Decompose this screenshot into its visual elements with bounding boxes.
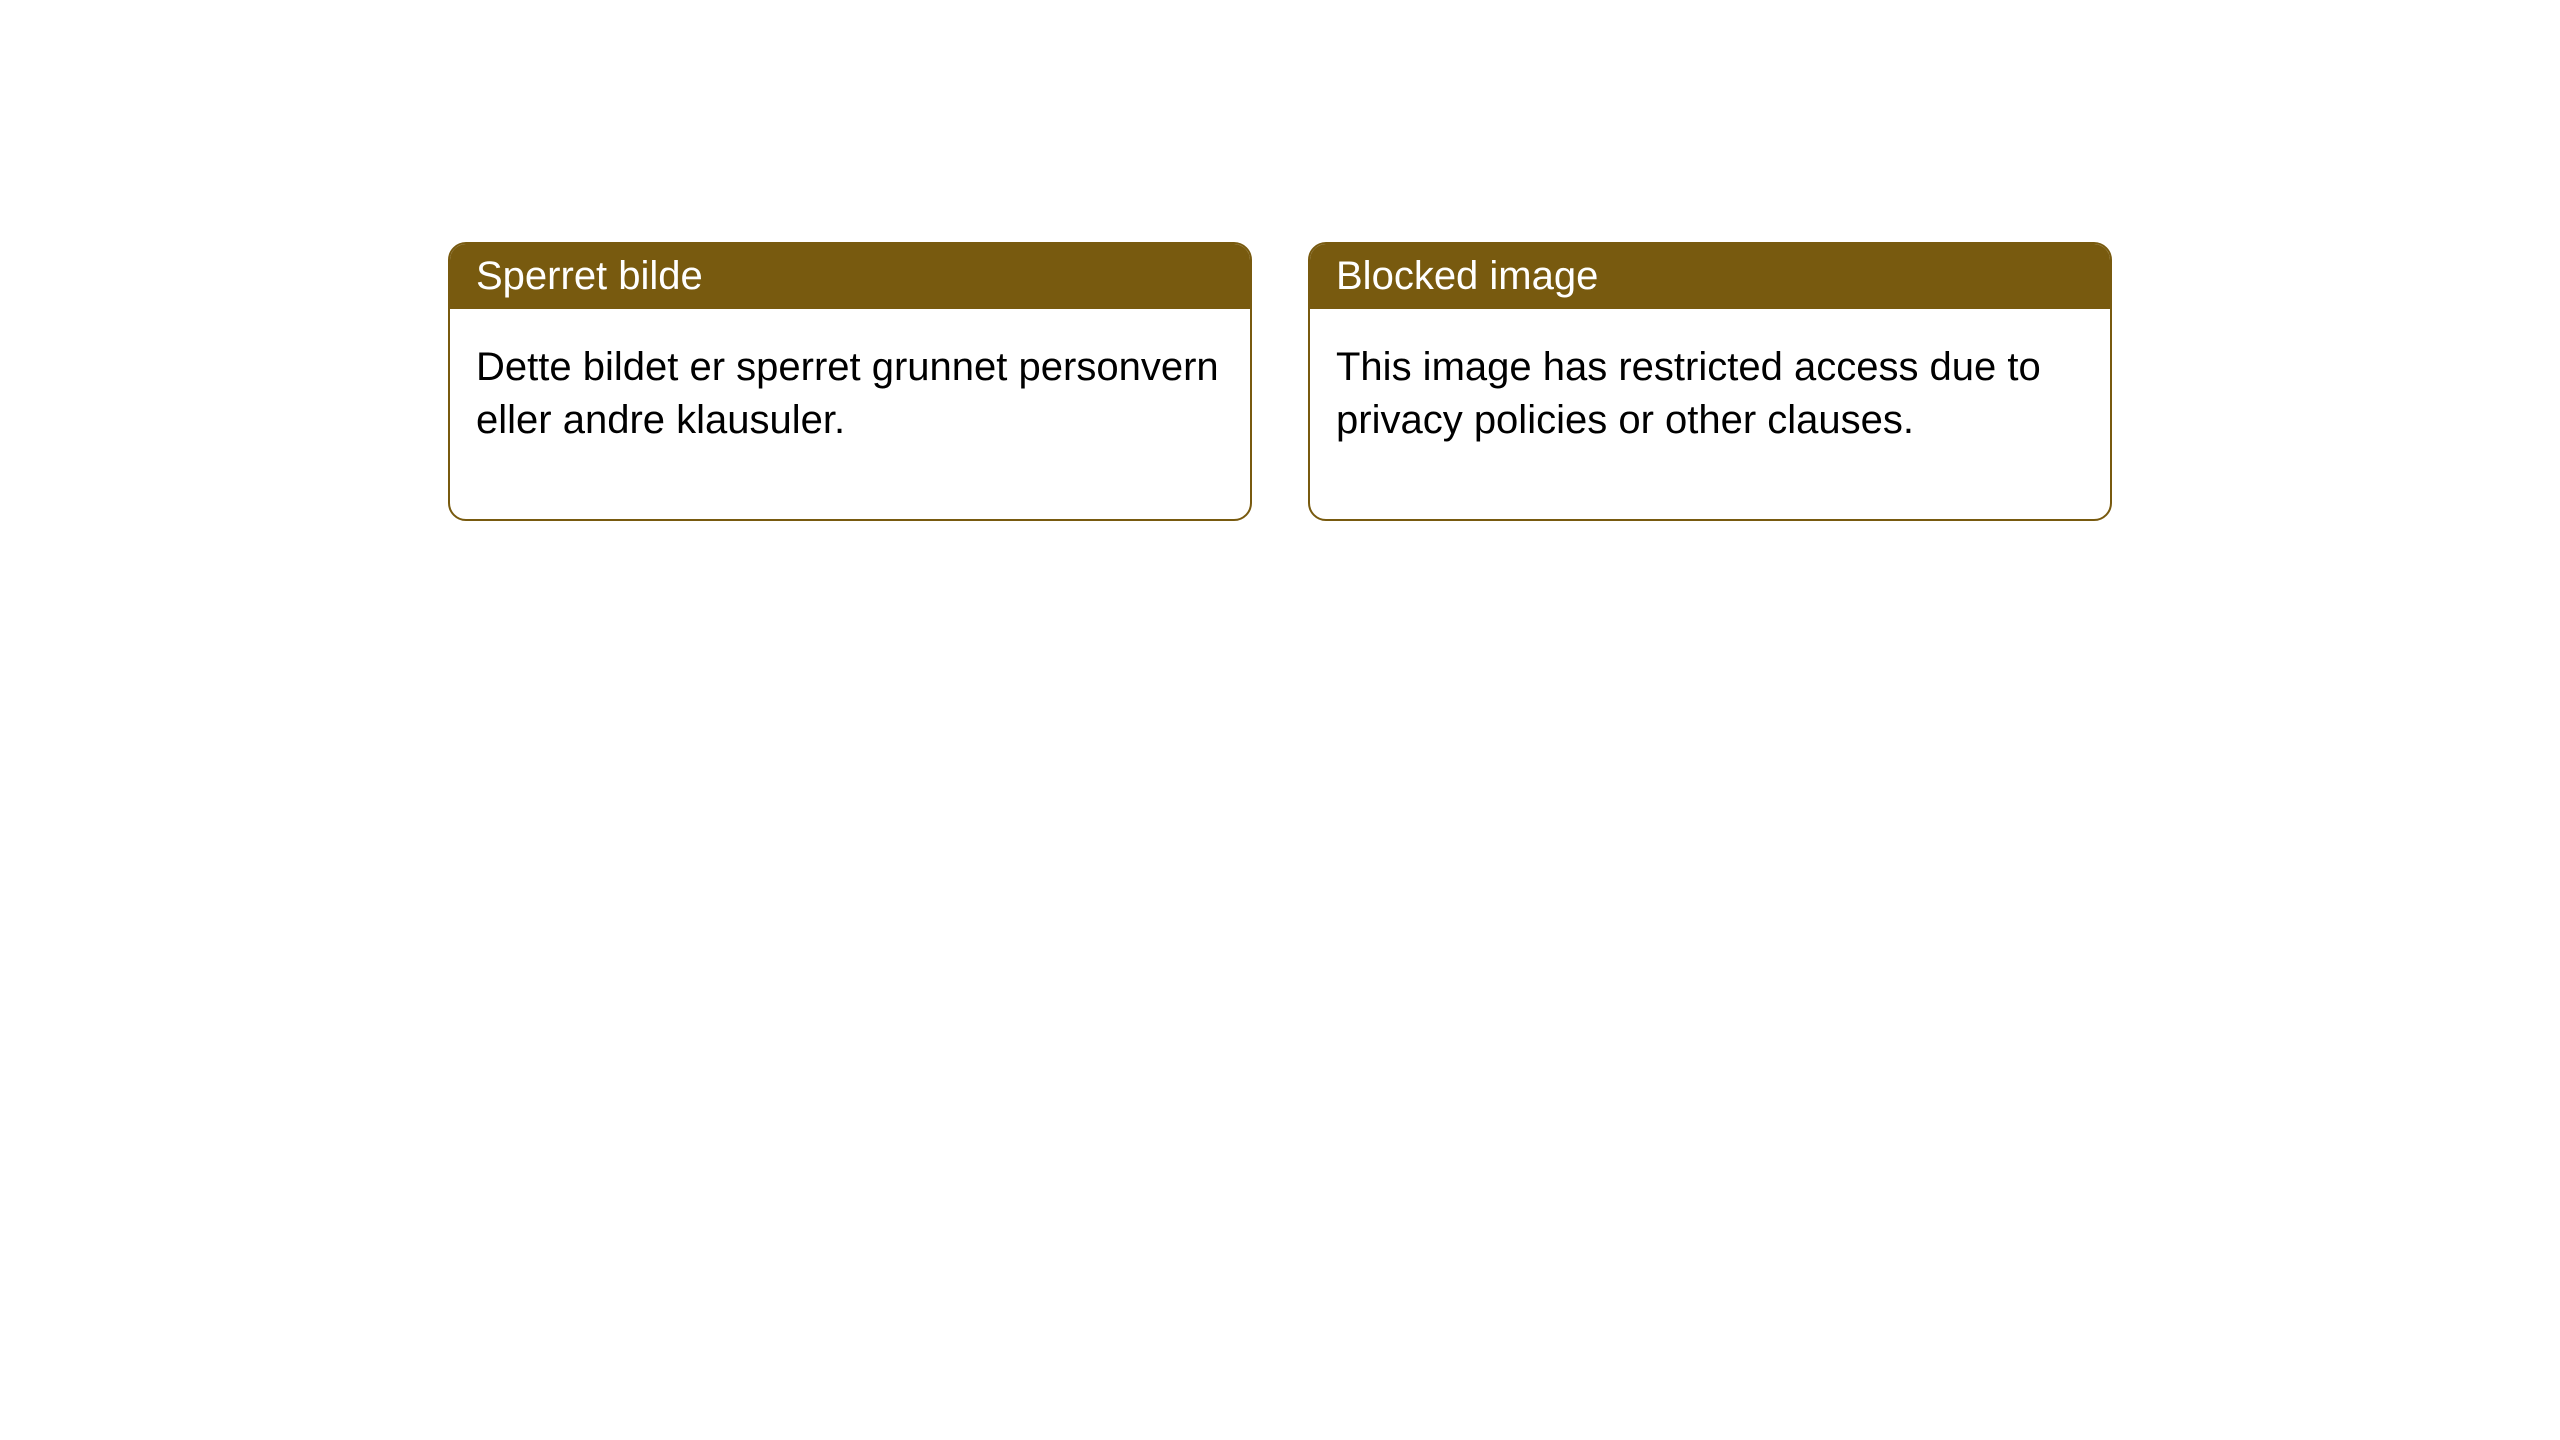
card-body: Dette bildet er sperret grunnet personve… (450, 309, 1250, 519)
card-title: Blocked image (1336, 254, 1598, 298)
card-header: Sperret bilde (450, 244, 1250, 309)
notice-cards-container: Sperret bilde Dette bildet er sperret gr… (0, 0, 2560, 521)
blocked-image-card-english: Blocked image This image has restricted … (1308, 242, 2112, 521)
card-title: Sperret bilde (476, 254, 703, 298)
card-body-text: This image has restricted access due to … (1336, 345, 2041, 442)
blocked-image-card-norwegian: Sperret bilde Dette bildet er sperret gr… (448, 242, 1252, 521)
card-body: This image has restricted access due to … (1310, 309, 2110, 519)
card-header: Blocked image (1310, 244, 2110, 309)
card-body-text: Dette bildet er sperret grunnet personve… (476, 345, 1219, 442)
